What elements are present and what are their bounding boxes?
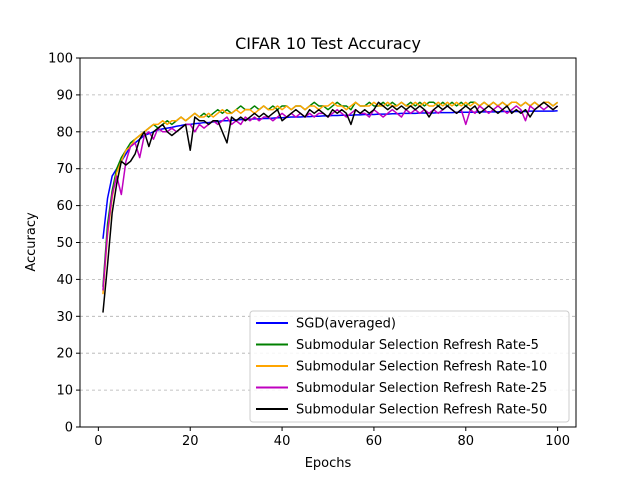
legend-label-5: Submodular Selection Refresh Rate-50: [296, 403, 547, 418]
x-axis: 0 20 40 60 80 100: [94, 427, 570, 449]
legend-label-2: Submodular Selection Refresh Rate-5: [296, 338, 539, 353]
y-tick-label: 40: [56, 273, 73, 288]
legend-label-1: SGD(averaged): [296, 317, 396, 332]
series-layer: [102, 101, 559, 313]
x-axis-label: Epochs: [305, 456, 352, 471]
legend: SGD(averaged) Submodular Selection Refres…: [249, 310, 570, 423]
x-tick-label: 100: [545, 434, 570, 449]
x-tick-label: 80: [458, 434, 475, 449]
y-tick-label: 90: [56, 88, 73, 103]
legend-box: [249, 310, 570, 423]
series-line-5: [102, 101, 559, 313]
x-tick-label: 40: [274, 434, 291, 449]
series-line-3: [102, 101, 559, 295]
legend-label-3: Submodular Selection Refresh Rate-10: [296, 360, 547, 375]
x-tick-label: 0: [94, 434, 102, 449]
y-tick-label: 80: [56, 125, 73, 140]
legend-label-4: Submodular Selection Refresh Rate-25: [296, 381, 547, 396]
y-tick-label: 50: [56, 236, 73, 251]
y-tick-label: 70: [56, 162, 73, 177]
y-axis: 0 10 20 30 40 50 60 70 80 90 100: [48, 52, 80, 436]
y-tick-label: 10: [56, 384, 73, 399]
y-tick-label: 20: [56, 347, 73, 362]
y-tick-label: 30: [56, 310, 73, 325]
y-tick-label: 100: [48, 52, 73, 67]
chart-title: CIFAR 10 Test Accuracy: [235, 34, 421, 53]
x-tick-label: 20: [182, 434, 199, 449]
y-axis-label: Accuracy: [24, 212, 39, 272]
y-tick-label: 60: [56, 199, 73, 214]
y-tick-label: 0: [65, 421, 73, 436]
x-tick-label: 60: [366, 434, 383, 449]
